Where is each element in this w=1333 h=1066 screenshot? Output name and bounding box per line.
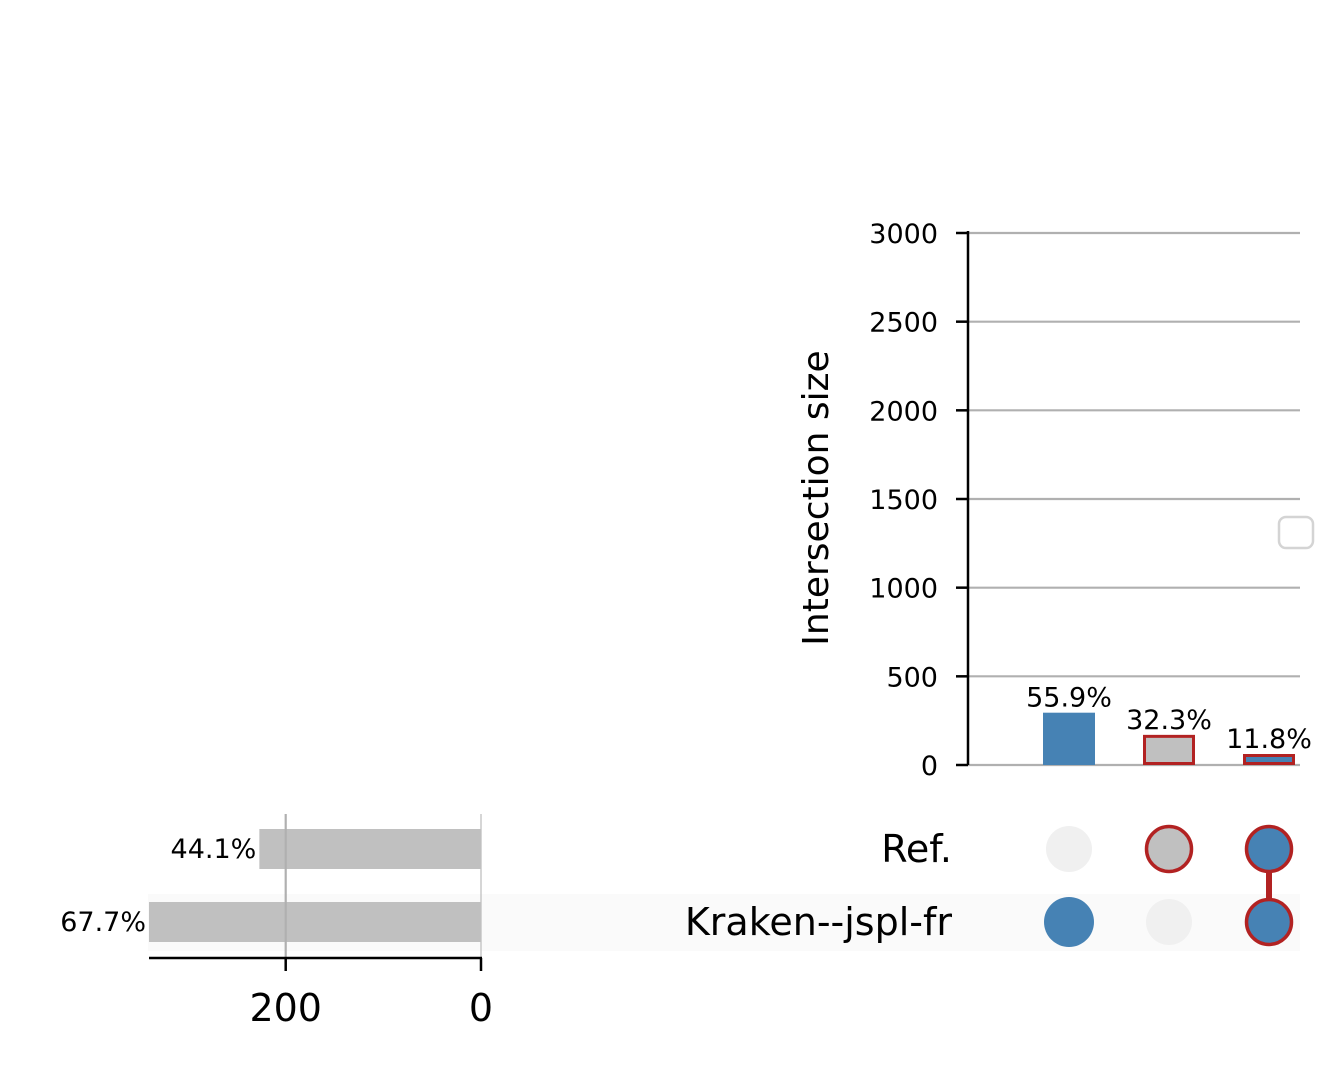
y-tick-label: 1000 [869, 574, 938, 605]
intersection-bar-label: 32.3% [1126, 705, 1212, 736]
legend-box [1277, 515, 1315, 550]
intersection-y-axis-title: Intersection size [796, 350, 837, 645]
set-size-bar [259, 829, 481, 869]
y-tick-label: 2500 [869, 308, 938, 339]
y-tick-label: 500 [886, 662, 938, 693]
intersection-bar [1143, 734, 1195, 765]
y-tick-label: 2000 [869, 396, 938, 427]
intersection-y-ticks: 0 500 1000 1500 2000 2500 3000 [869, 219, 968, 782]
matrix-dot-inactive [1046, 826, 1092, 872]
matrix-dot-active [1044, 897, 1094, 947]
set-size-chart: 44.1% 67.7% 200 0 [60, 814, 493, 1030]
y-tick-label: 3000 [869, 219, 938, 250]
intersection-bars: 55.9% 32.3% 11.8% [1026, 683, 1312, 765]
set-size-bar [149, 902, 481, 942]
set-label: Ref. [881, 827, 952, 871]
matrix-dot-inactive [1146, 899, 1192, 945]
set-size-tick-label: 0 [469, 986, 493, 1030]
y-tick-label: 0 [921, 751, 938, 782]
membership-matrix [1044, 824, 1294, 947]
set-label: Kraken--jspl-fr [685, 900, 952, 944]
set-size-bar-label: 44.1% [171, 834, 257, 865]
y-tick-label: 1500 [869, 485, 938, 516]
set-labels: Ref. Kraken--jspl-fr [685, 827, 952, 944]
matrix-dot-active [1144, 824, 1194, 874]
intersection-bar [1043, 712, 1095, 765]
intersection-gridlines [968, 231, 1300, 767]
set-size-bar-label: 67.7% [60, 907, 146, 938]
intersection-bar-label: 55.9% [1026, 683, 1112, 714]
set-size-tick-label: 200 [249, 986, 322, 1030]
matrix-dot-active [1244, 824, 1294, 874]
intersection-bar [1243, 754, 1295, 765]
intersection-bar-label: 11.8% [1226, 724, 1312, 755]
matrix-dot-active [1244, 897, 1294, 947]
